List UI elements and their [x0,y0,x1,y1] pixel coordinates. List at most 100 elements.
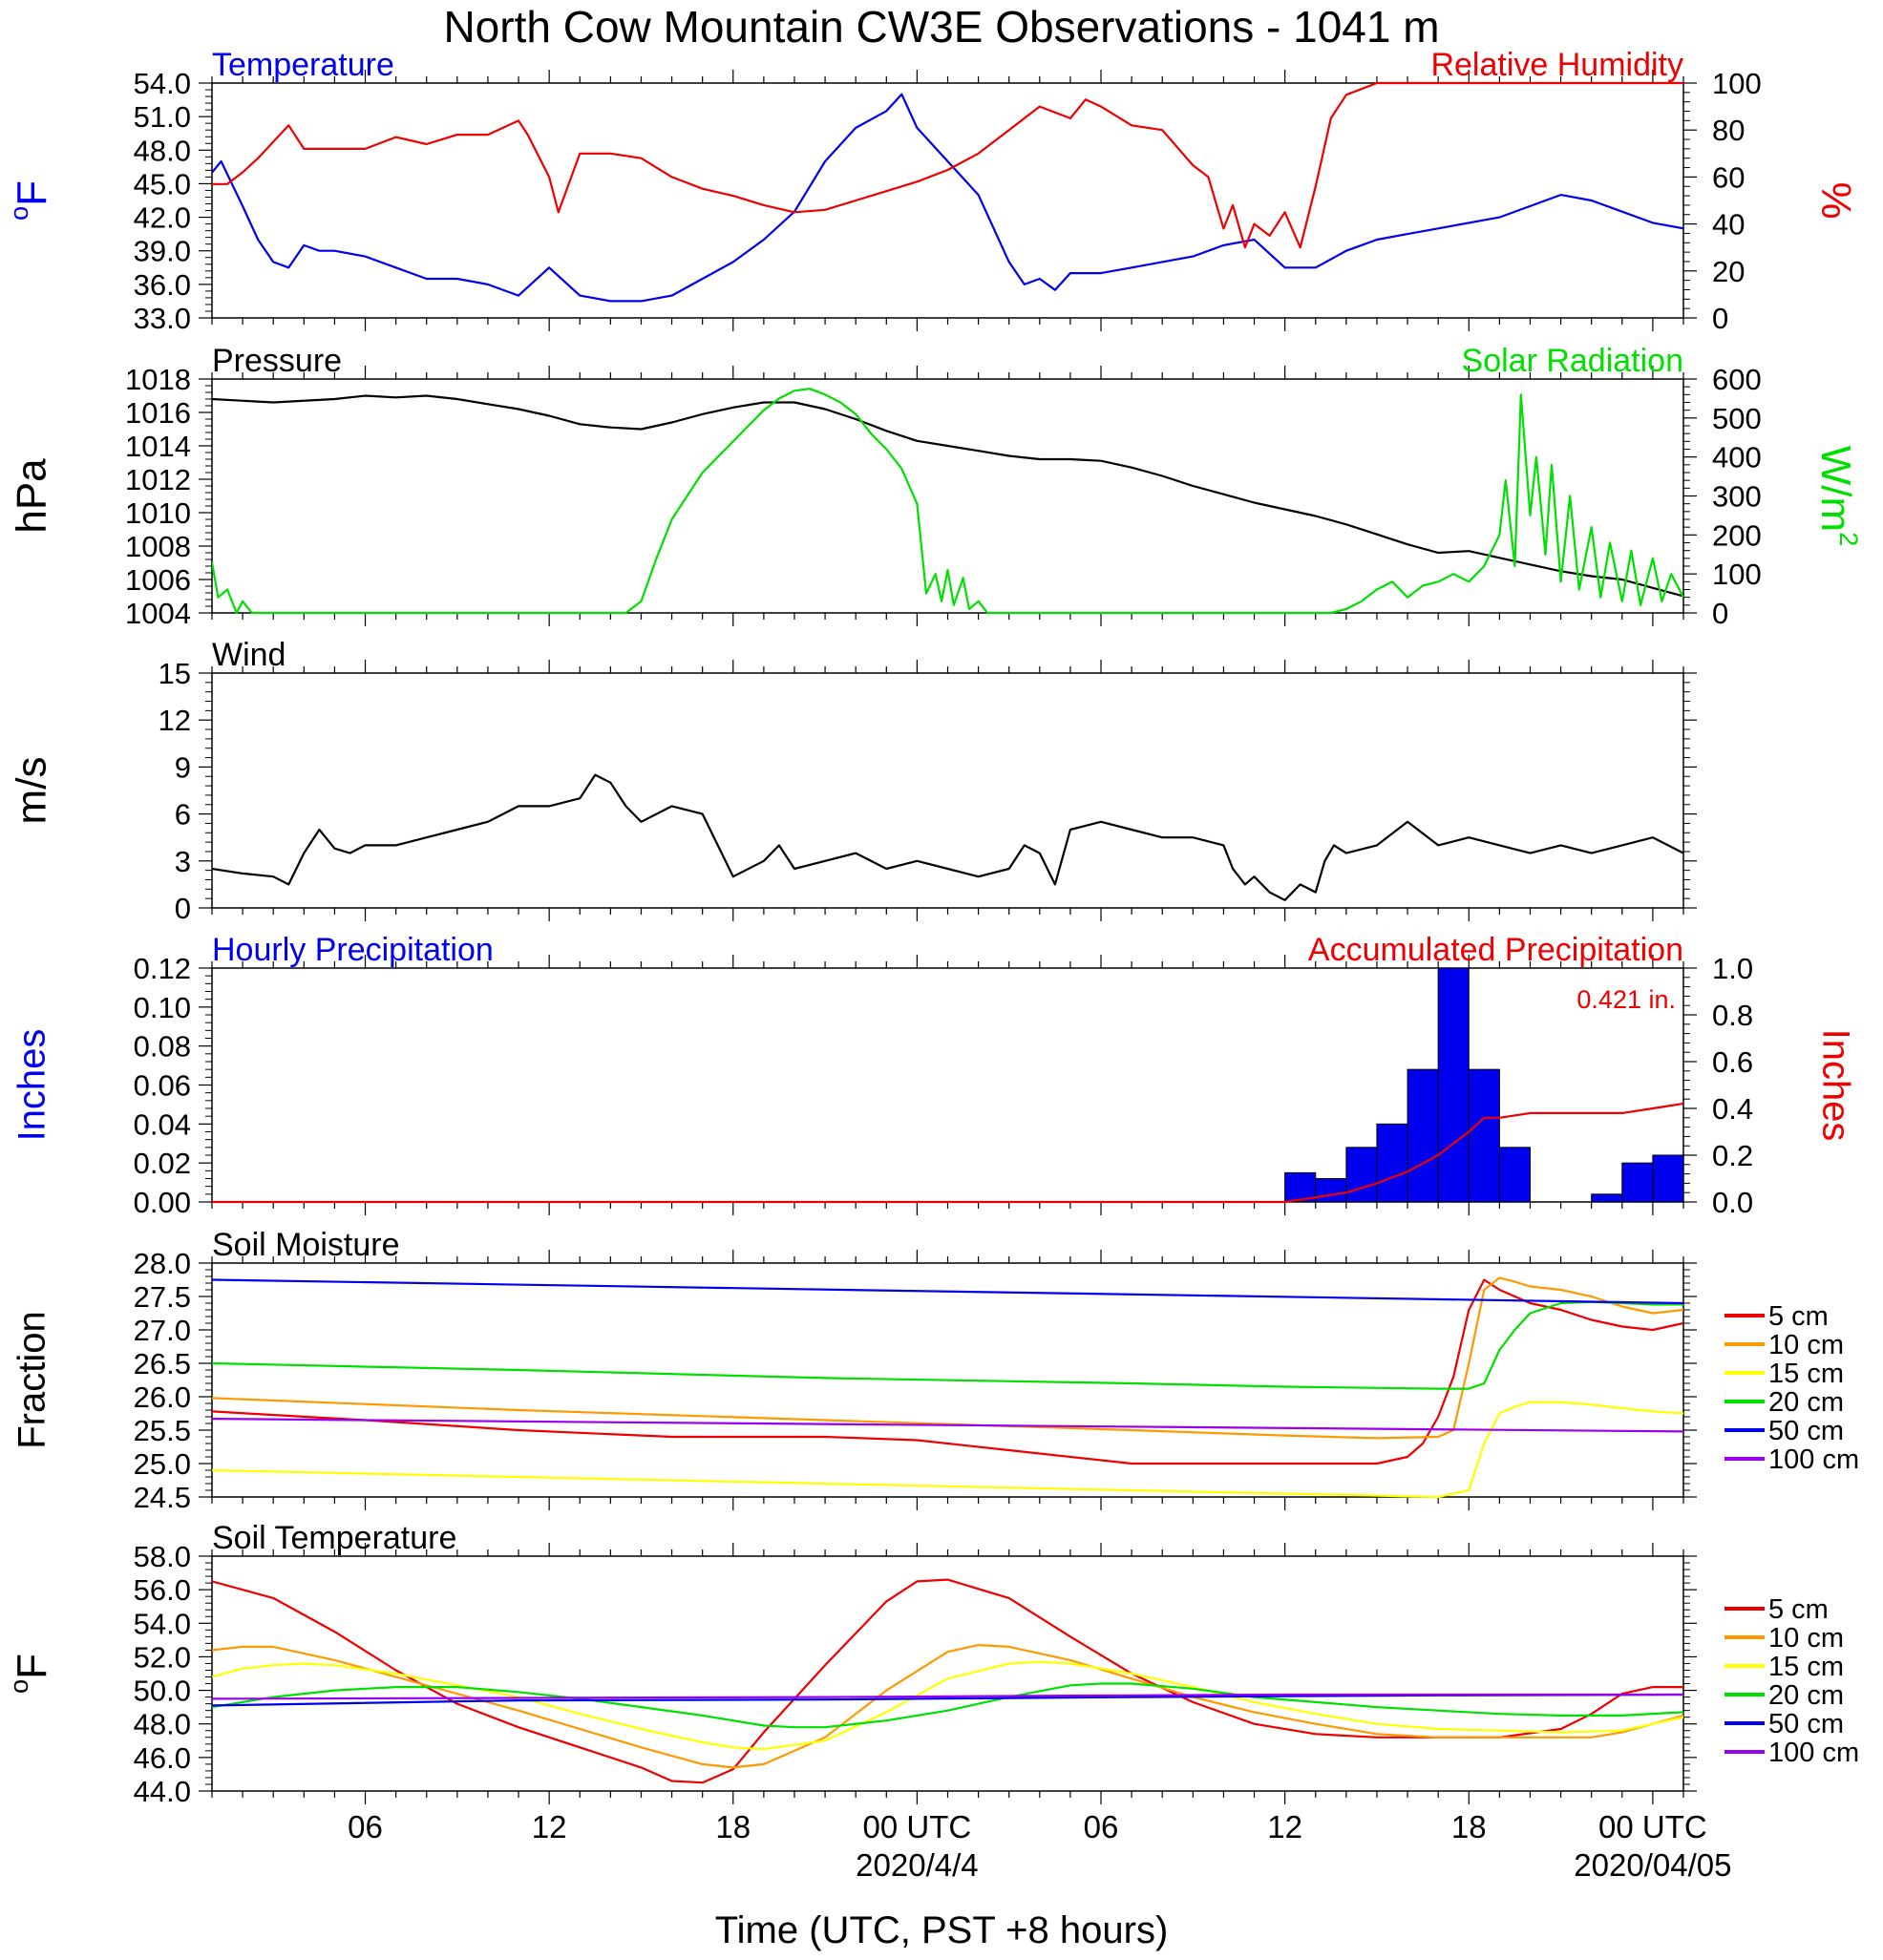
x-axis-label: Time (UTC, PST +8 hours) [715,1909,1169,1951]
y-tick-label-right: 80 [1712,114,1745,147]
legend-label: 10 cm [1768,1623,1844,1654]
legend-label: 100 cm [1768,1444,1859,1475]
y-tick-label-left: 0.08 [134,1030,191,1064]
y-tick-label-left: 6 [175,798,191,832]
y-tick-label-right: 0.8 [1712,999,1753,1032]
y-tick-label-right: 0.4 [1712,1092,1753,1126]
panel-title-left: Soil Temperature [212,1520,456,1556]
y-tick-label-left: 0.06 [134,1069,191,1103]
series-line-wind [212,773,1683,901]
y-tick-label-right: 60 [1712,160,1745,194]
panel-soil_moisture: 24.525.025.526.026.527.027.528.0 Soil Moi… [11,1227,1860,1514]
panel-title-left: Wind [212,637,286,673]
panel-title-right: Solar Radiation [1462,343,1683,379]
y-tick-label-left: 1008 [125,530,191,563]
data-layer [212,773,1683,901]
panel-title-left: Temperature [212,47,394,83]
precip-bar [1498,1147,1531,1203]
y-tick-label-right: 0.0 [1712,1186,1753,1219]
y-tick-label-left: 0.00 [134,1186,191,1219]
y-tick-label-right: 100 [1712,67,1762,100]
y-tick-label-right: 600 [1712,363,1762,396]
x-tick-label: 12 [1267,1809,1302,1844]
y-tick-label-left: 0.02 [134,1147,191,1180]
y-tick-label-left: 56.0 [134,1573,191,1607]
series-line-10-cm [212,1644,1683,1769]
y-tick-label-left: 1004 [125,597,191,630]
y-tick-label-left: 26.5 [134,1347,191,1380]
y-tick-label-left: 52.0 [134,1640,191,1674]
y-tick-label-left: 0.10 [134,991,191,1024]
y-tick-label-right: 0 [1712,597,1728,630]
y-tick-label-left: 27.0 [134,1314,191,1347]
series-line-20-cm [212,1682,1683,1729]
legend-label: 20 cm [1768,1387,1844,1418]
series-line-100-cm [212,1693,1683,1700]
precip-bar [1468,1068,1500,1203]
panel-wind: 0 3 6 9 12 15 Wind m/s [9,637,1697,925]
unit-right-text: % [1812,181,1859,219]
series-line-accumulated-precipitation [212,1102,1683,1204]
series-line-20-cm [212,1300,1683,1390]
precip-bar [1345,1147,1378,1203]
y-tick-label-left: 24.5 [134,1481,191,1514]
unit-right-text: W/m2 [1812,446,1864,547]
data-layer [212,1276,1683,1499]
series-line-5-cm [212,1278,1683,1465]
series-line-10-cm [212,1276,1683,1440]
y-tick-label-left: 54.0 [134,67,191,100]
y-tick-label-right: 0 [1712,302,1728,335]
plot-frame [211,1555,1684,1792]
unit-left: m/s [9,757,55,825]
y-tick-label-right: 300 [1712,480,1762,514]
precip-bar [1591,1193,1623,1203]
precip-bar [1621,1162,1654,1203]
y-tick-label-left: 1014 [125,430,191,463]
unit-right-text: Inches [1814,1029,1856,1142]
legend-label: 50 cm [1768,1416,1844,1446]
y-tick-label-left: 48.0 [134,1708,191,1741]
panel-temp_rh: 33.036.039.042.045.048.051.054.0 0 20 40 60 8… [4,47,1859,335]
series-line-15-cm [212,1660,1683,1751]
y-tick-label-left: 50.0 [134,1675,191,1708]
y-tick-label-right: 40 [1712,208,1745,242]
y-tick-label-right: 100 [1712,558,1762,591]
legend-label: 5 cm [1768,1594,1829,1625]
y-tick-label-left: 54.0 [134,1607,191,1640]
x-tick-label: 00 UTC [1598,1809,1707,1844]
x-tick-label: 00 UTC [863,1809,972,1844]
unit-left-text: oF [4,1654,55,1694]
series-line-temperature [212,93,1683,303]
precip-bar [1376,1123,1408,1203]
legend-label: 20 cm [1768,1680,1844,1711]
legend-label: 10 cm [1768,1330,1844,1360]
y-tick-label-left: 0.04 [134,1107,191,1141]
legend-label: 50 cm [1768,1709,1844,1739]
panel-title-right: Accumulated Precipitation [1308,932,1683,968]
plot-frame [211,672,1684,909]
y-tick-label-right: 500 [1712,402,1762,435]
y-tick-label-right: 1.0 [1712,952,1753,985]
plot-frame [211,82,1684,319]
panel-title-left: Pressure [212,343,342,379]
legend-label: 100 cm [1768,1738,1859,1768]
legend-label: 15 cm [1768,1652,1844,1682]
series-line-15-cm [212,1401,1683,1499]
y-tick-label-left: 0 [175,892,191,925]
y-tick-label-left: 1006 [125,563,191,597]
data-layer [212,388,1683,615]
y-tick-label-left: 51.0 [134,100,191,134]
legend-label: 5 cm [1768,1301,1829,1332]
precip-bar [1407,1068,1439,1203]
unit-left: Inches [11,1029,53,1142]
y-tick-label-left: 12 [159,704,191,737]
unit-left-text: oF [4,180,55,221]
unit-right: W/m2 [1812,446,1864,547]
x-tick-label: 06 [348,1809,383,1844]
y-tick-label-right: 0.2 [1712,1139,1753,1172]
y-tick-label-left: 45.0 [134,167,191,200]
unit-left: oF [4,1654,55,1694]
y-tick-label-left: 27.5 [134,1280,191,1314]
